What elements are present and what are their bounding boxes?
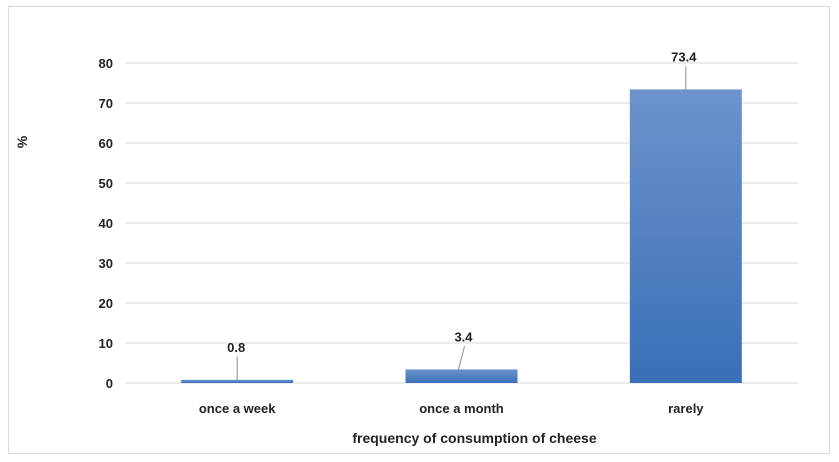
y-tick-label: 70 [99,96,113,111]
data-label-leader [458,346,465,370]
x-axis-categories: once a week once a month rarely [199,401,704,416]
y-tick-label: 80 [99,56,113,71]
y-tick-label: 20 [99,296,113,311]
x-category-label: once a week [199,401,276,416]
y-tick-label: 0 [106,376,113,391]
y-axis-ticks: 0 10 20 30 40 50 60 70 80 [99,56,113,391]
data-label: 73.4 [671,49,697,64]
bar [181,379,294,383]
bars [181,89,742,384]
data-labels: 0.8 3.4 73.4 [227,49,697,380]
y-tick-label: 50 [99,176,113,191]
y-tick-label: 60 [99,136,113,151]
bar [629,89,742,384]
x-axis-title: frequency of consumption of cheese [352,430,596,446]
x-category-label: rarely [668,401,704,416]
y-tick-label: 40 [99,216,113,231]
y-tick-label: 30 [99,256,113,271]
data-label: 3.4 [454,329,473,344]
data-label: 0.8 [227,340,245,355]
x-category-label: once a month [419,401,504,416]
y-tick-label: 10 [99,336,113,351]
y-axis-title: % [14,135,30,148]
bar [405,369,518,383]
